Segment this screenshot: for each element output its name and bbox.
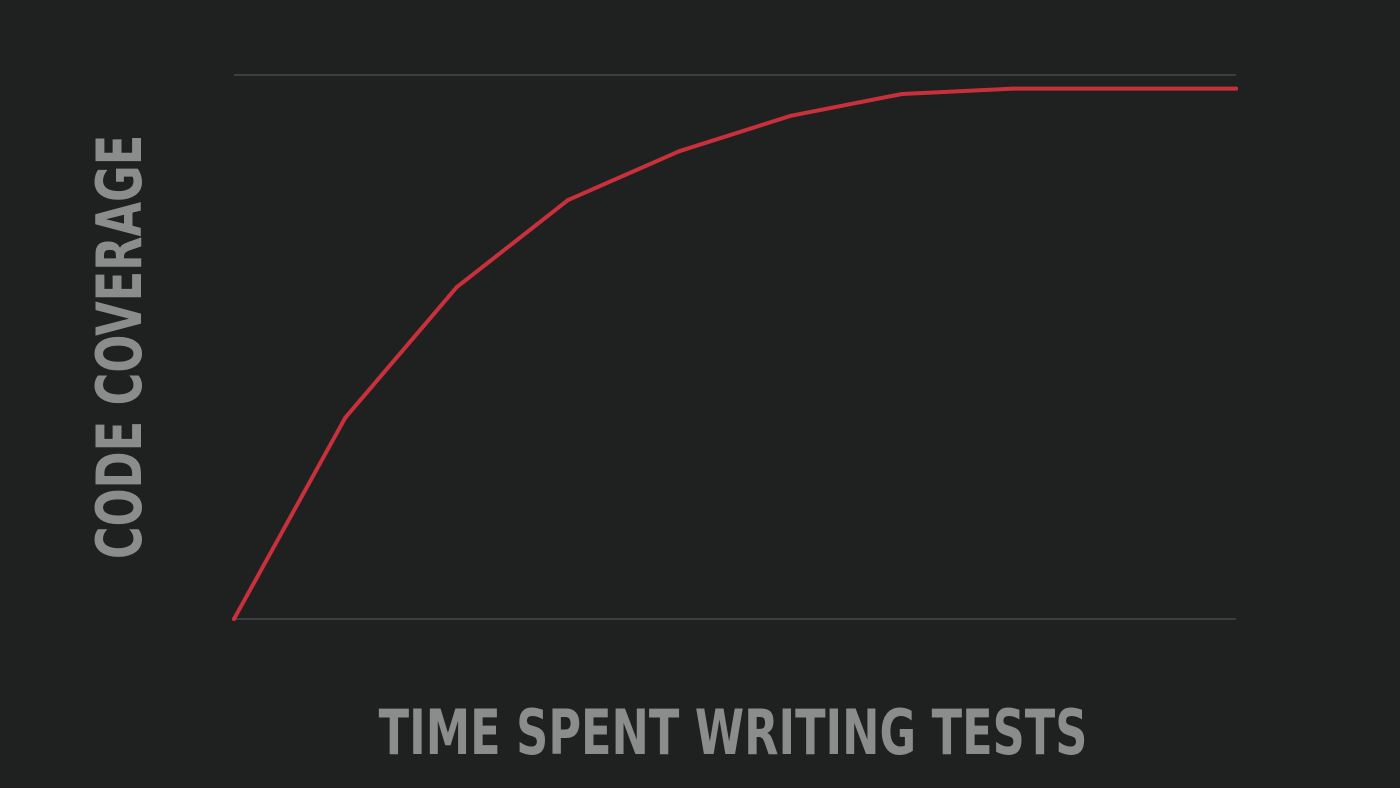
coverage-curve (232, 86, 1238, 621)
data-point (900, 92, 904, 96)
y-axis-label: CODE COVERAGE (83, 135, 155, 559)
data-point (1234, 86, 1238, 91)
data-point (566, 198, 570, 203)
data-point (232, 617, 236, 621)
data-point (677, 149, 682, 154)
data-points (232, 86, 1238, 621)
data-point (1011, 86, 1016, 91)
x-axis-label: TIME SPENT WRITING TESTS (379, 696, 1088, 768)
data-point (788, 113, 793, 118)
data-point (454, 285, 459, 290)
data-point (1122, 86, 1127, 91)
data-point (343, 415, 348, 420)
